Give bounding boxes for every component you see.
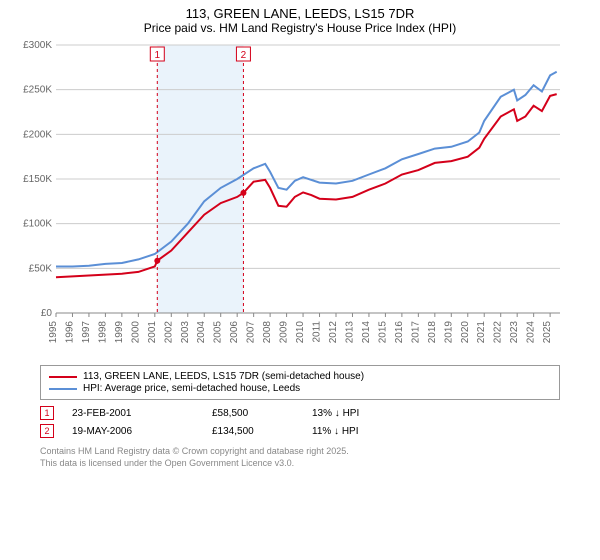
svg-text:£300K: £300K — [23, 40, 52, 51]
sale-marker: 2 — [40, 424, 54, 438]
chart-area: £0 £50K £100K £150K £200K £250K £300K 1995 1996 1… — [8, 39, 588, 359]
svg-text:£250K: £250K — [23, 85, 52, 96]
legend-item: 113, GREEN LANE, LEEDS, LS15 7DR (semi-d… — [49, 371, 551, 382]
sales-table: 1 23-FEB-2001£58,50013% ↓ HPI 2 19-MAY-2006… — [40, 404, 560, 440]
svg-text:2006: 2006 — [229, 321, 240, 344]
svg-text:2005: 2005 — [213, 321, 224, 344]
svg-text:1: 1 — [155, 50, 161, 61]
svg-text:£150K: £150K — [23, 174, 52, 185]
svg-text:2022: 2022 — [493, 321, 504, 344]
sale-date: 23-FEB-2001 — [72, 408, 212, 419]
sale-date: 19-MAY-2006 — [72, 426, 212, 437]
svg-text:£50K: £50K — [29, 263, 53, 274]
svg-text:2008: 2008 — [262, 321, 273, 344]
svg-text:1997: 1997 — [81, 321, 92, 344]
attribution-line: This data is licensed under the Open Gov… — [40, 458, 560, 470]
svg-text:2010: 2010 — [295, 321, 306, 344]
sale-price: £58,500 — [212, 408, 312, 419]
svg-text:2000: 2000 — [130, 321, 141, 344]
svg-text:2025: 2025 — [542, 321, 553, 344]
svg-text:2017: 2017 — [410, 321, 421, 344]
svg-text:1998: 1998 — [97, 321, 108, 344]
sale-price: £134,500 — [212, 426, 312, 437]
svg-text:2014: 2014 — [361, 321, 372, 344]
svg-text:2019: 2019 — [443, 321, 454, 344]
svg-text:2: 2 — [241, 50, 247, 61]
svg-text:2023: 2023 — [509, 321, 520, 344]
sale-marker: 1 — [40, 406, 54, 420]
legend-swatch — [49, 376, 77, 378]
svg-text:2012: 2012 — [328, 321, 339, 344]
svg-text:2004: 2004 — [196, 321, 207, 344]
legend-label: HPI: Average price, semi-detached house,… — [83, 383, 300, 394]
svg-text:2018: 2018 — [427, 321, 438, 344]
svg-text:2007: 2007 — [246, 321, 257, 344]
legend: 113, GREEN LANE, LEEDS, LS15 7DR (semi-d… — [40, 365, 560, 400]
sale-delta: 13% ↓ HPI — [312, 408, 432, 419]
legend-item: HPI: Average price, semi-detached house,… — [49, 383, 551, 394]
svg-text:1996: 1996 — [64, 321, 75, 344]
sale-row: 2 19-MAY-2006£134,50011% ↓ HPI — [40, 422, 560, 440]
svg-text:2016: 2016 — [394, 321, 405, 344]
svg-text:2024: 2024 — [526, 321, 537, 344]
legend-swatch — [49, 388, 77, 390]
svg-text:2003: 2003 — [180, 321, 191, 344]
svg-text:2021: 2021 — [476, 321, 487, 344]
line-chart: £0 £50K £100K £150K £200K £250K £300K 1995 1996 1… — [8, 39, 568, 359]
svg-text:2009: 2009 — [279, 321, 290, 344]
sale-row: 1 23-FEB-2001£58,50013% ↓ HPI — [40, 404, 560, 422]
svg-text:£200K: £200K — [23, 129, 52, 140]
svg-text:1995: 1995 — [48, 321, 59, 344]
svg-text:2002: 2002 — [163, 321, 174, 344]
title-block: 113, GREEN LANE, LEEDS, LS15 7DR Price p… — [0, 0, 600, 39]
address-title: 113, GREEN LANE, LEEDS, LS15 7DR — [0, 6, 600, 21]
legend-label: 113, GREEN LANE, LEEDS, LS15 7DR (semi-d… — [83, 371, 364, 382]
attribution-line: Contains HM Land Registry data © Crown c… — [40, 446, 560, 458]
svg-text:1999: 1999 — [114, 321, 125, 344]
svg-text:£100K: £100K — [23, 219, 52, 230]
svg-text:2020: 2020 — [460, 321, 471, 344]
subtitle: Price paid vs. HM Land Registry's House … — [0, 21, 600, 35]
attribution: Contains HM Land Registry data © Crown c… — [40, 446, 560, 469]
sale-delta: 11% ↓ HPI — [312, 426, 432, 437]
svg-text:2015: 2015 — [377, 321, 388, 344]
svg-text:2001: 2001 — [147, 321, 158, 344]
svg-text:£0: £0 — [41, 308, 53, 319]
svg-text:2013: 2013 — [344, 321, 355, 344]
svg-text:2011: 2011 — [312, 321, 323, 343]
